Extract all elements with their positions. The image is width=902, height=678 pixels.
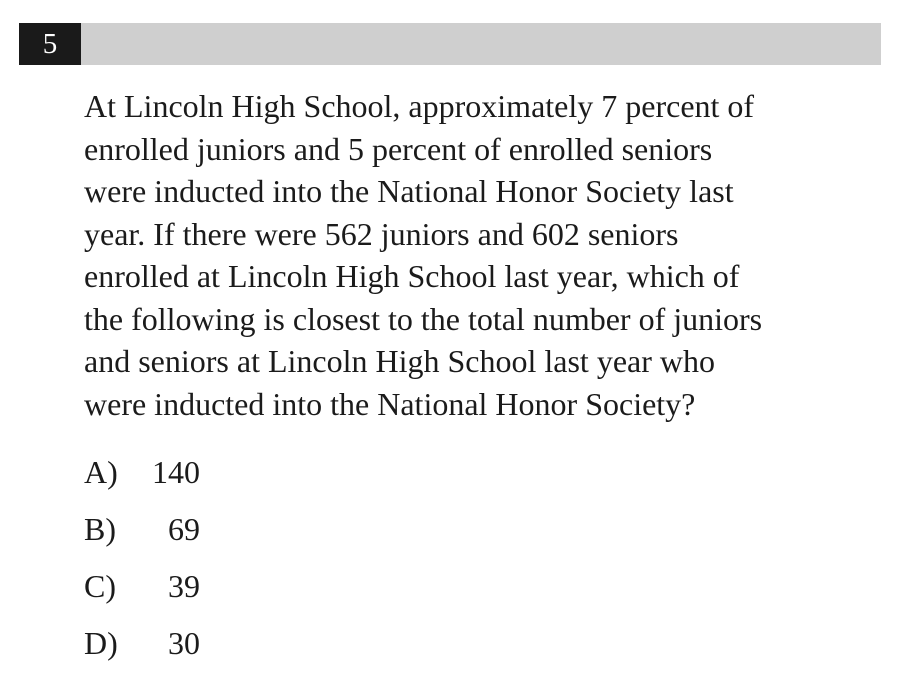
question-stem: At Lincoln High School, approximately 7 …: [84, 85, 884, 425]
question-line: enrolled juniors and 5 percent of enroll…: [84, 130, 713, 167]
question-line: At Lincoln High School, approximately 7 …: [84, 88, 755, 124]
question-line: the following is closest to the total nu…: [84, 300, 763, 337]
answer-choice-a[interactable]: A) 140: [84, 447, 200, 504]
choice-value: 39: [168, 568, 200, 604]
answer-choice-d[interactable]: D) 30: [84, 618, 200, 675]
choice-letter: C): [84, 568, 116, 604]
choice-letter: D): [84, 625, 118, 661]
question-line: and seniors at Lincoln High School last …: [84, 343, 715, 379]
question-line: were inducted into the National Honor So…: [84, 173, 734, 209]
choice-letter: B): [84, 511, 116, 547]
choice-letter: A): [84, 454, 118, 490]
question-line: year. If there were 562 juniors and 602 …: [84, 215, 679, 252]
answer-choice-b[interactable]: B) 69: [84, 504, 200, 561]
answer-choice-c[interactable]: C) 39: [84, 561, 200, 618]
question-line: were inducted into the National Honor So…: [84, 385, 696, 422]
question-number: 5: [19, 23, 81, 65]
choice-value: 140: [152, 454, 200, 490]
answer-choices: A) 140 B) 69 C) 39 D) 30: [84, 447, 200, 675]
choice-value: 69: [168, 511, 200, 547]
question-line: enrolled at Lincoln High School last yea…: [84, 258, 740, 294]
question-header-bar: 5: [19, 23, 881, 65]
choice-value: 30: [168, 625, 200, 661]
